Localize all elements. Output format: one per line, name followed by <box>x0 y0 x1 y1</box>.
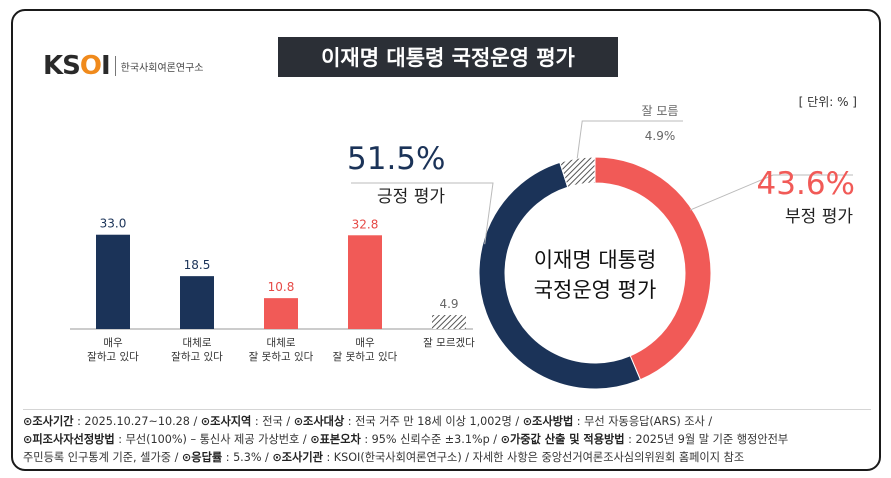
bar-category-label-4: 잘 못하고 있다 <box>333 350 398 363</box>
footnote-value: : 전국 / <box>251 415 294 428</box>
donut-center-label: 국정운영 평가 <box>534 278 657 302</box>
footnote-value: : 2025년 9월 말 기준 행정안전부 <box>624 433 789 446</box>
bar-category-label-1: 매우 <box>103 337 123 349</box>
logo-divider <box>114 56 116 76</box>
survey-footnote: ⊙조사기간 : 2025.10.27~10.28 / ⊙조사지역 : 전국 / … <box>23 409 871 467</box>
footnote-value: 주민등록 인구통계 기준, 셀가중 / <box>23 451 182 464</box>
unknown-name-label: 잘 모름 <box>642 104 679 118</box>
footnote-value: : 무선 자동응답(ARS) 조사 / <box>573 415 713 428</box>
footnote-key: ⊙피조사자선정방법 <box>23 433 115 446</box>
footnote-line-2: ⊙피조사자선정방법 : 무선(100%) – 통신사 제공 가상번호 / ⊙표본… <box>23 431 871 449</box>
leader-line-positive <box>351 182 494 245</box>
footnote-value: : 95% 신뢰수준 ±3.1%p / <box>360 433 501 446</box>
bar-value-label-4: 32.8 <box>352 217 379 231</box>
bar-1 <box>96 234 130 329</box>
logo-subtitle: 한국사회여론연구소 <box>120 62 204 74</box>
footnote-value: : KSOI(한국사회여론연구소) / 자세한 사항은 중앙선거여론조사심의위원… <box>322 451 745 464</box>
bar-3 <box>264 298 298 329</box>
bar-category-label-5: 잘 모르겠다 <box>423 337 475 349</box>
ksoi-logo: KSOI 한국사회여론연구소 <box>43 51 203 81</box>
donut-center-label: 이재명 대통령 <box>534 248 657 272</box>
footnote-key: ⊙응답률 <box>181 451 223 464</box>
footnote-key: ⊙표본오차 <box>310 433 361 446</box>
donut-slice-3 <box>559 156 596 188</box>
bar-value-label-3: 10.8 <box>268 280 295 294</box>
card-frame: KSOI 한국사회여론연구소 이재명 대통령 국정운영 평가 [ 단위: % ]… <box>11 9 881 471</box>
footnote-value: : 5.3% / <box>222 451 273 464</box>
footnote-key: ⊙가중값 산출 및 적용방법 <box>500 433 625 446</box>
footnote-line-3: 주민등록 인구통계 기준, 셀가중 / ⊙응답률 : 5.3% / ⊙조사기관 … <box>23 449 871 467</box>
footnote-key: ⊙조사기간 <box>23 415 74 428</box>
footnote-key: ⊙조사대상 <box>293 415 345 428</box>
bar-category-label-3: 잘 못하고 있다 <box>249 350 314 363</box>
positive-percent-label: 51.5% <box>347 141 445 177</box>
footnote-value: : 무선(100%) – 통신사 제공 가상번호 / <box>114 433 311 446</box>
footnote-value: : 전국 거주 만 18세 이상 1,002명 / <box>344 415 523 428</box>
footnote-key: ⊙조사지역 <box>200 415 252 428</box>
bar-category-label-3: 대체로 <box>267 337 296 349</box>
chart-title: 이재명 대통령 국정운영 평가 <box>278 37 618 77</box>
footnote-key: ⊙조사기관 <box>272 451 323 464</box>
unit-label: [ 단위: % ] <box>798 95 857 109</box>
footnote-value: : 2025.10.27~10.28 / <box>73 415 201 428</box>
footnote-key: ⊙조사방법 <box>522 415 574 428</box>
donut-slice-2 <box>478 161 642 390</box>
unknown-percent-label: 4.9% <box>645 129 676 143</box>
bar-4 <box>348 235 382 329</box>
negative-name-label: 부정 평가 <box>785 207 853 227</box>
bar-category-label-2: 잘하고 있다 <box>171 350 223 363</box>
footnote-line-1: ⊙조사기간 : 2025.10.27~10.28 / ⊙조사지역 : 전국 / … <box>23 413 871 431</box>
bar-2 <box>180 276 214 329</box>
bar-value-label-1: 33.0 <box>100 217 127 231</box>
bar-category-label-4: 매우 <box>355 337 375 349</box>
bar-value-label-2: 18.5 <box>184 258 211 272</box>
negative-percent-label: 43.6% <box>757 166 855 202</box>
bar-category-label-1: 잘하고 있다 <box>87 350 139 363</box>
bar-category-label-2: 대체로 <box>183 337 212 349</box>
positive-name-label: 긍정 평가 <box>377 187 445 207</box>
bar-value-label-5: 4.9 <box>439 297 458 311</box>
bar-5 <box>432 315 466 329</box>
leader-line-unknown <box>576 120 683 159</box>
logo-mark: KSOI <box>43 51 111 81</box>
leader-line-negative <box>689 174 853 211</box>
